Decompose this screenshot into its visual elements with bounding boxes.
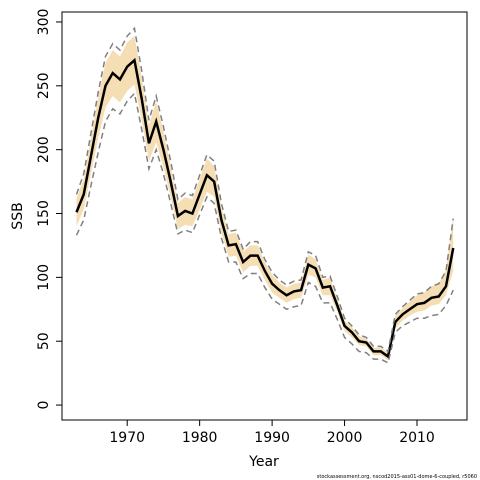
x-tick-label: 1990 [254,430,290,446]
plot-frame [61,11,468,421]
footnote: stockassessment.org, nscod2015-ass01-dom… [317,474,477,480]
x-tick-label: 1980 [182,430,218,446]
confidence-band [76,36,454,361]
y-tick-label: 250 [36,72,52,99]
dashed-line [75,91,454,365]
y-tick-label: 200 [36,136,52,163]
x-tick-label: 1970 [109,430,145,446]
y-tick-label: 300 [36,9,52,36]
y-tick-label: 150 [36,200,52,227]
x-axis-label: Year [248,454,279,470]
y-tick-label: 100 [36,264,52,291]
x-tick-label: 2000 [327,430,363,446]
y-tick-label: 50 [36,332,52,350]
y-axis-label: SSB [10,202,26,229]
y-tick-label: 0 [36,401,52,410]
line [75,57,455,359]
dashed-line [75,26,454,353]
x-tick-label: 2010 [399,430,435,446]
